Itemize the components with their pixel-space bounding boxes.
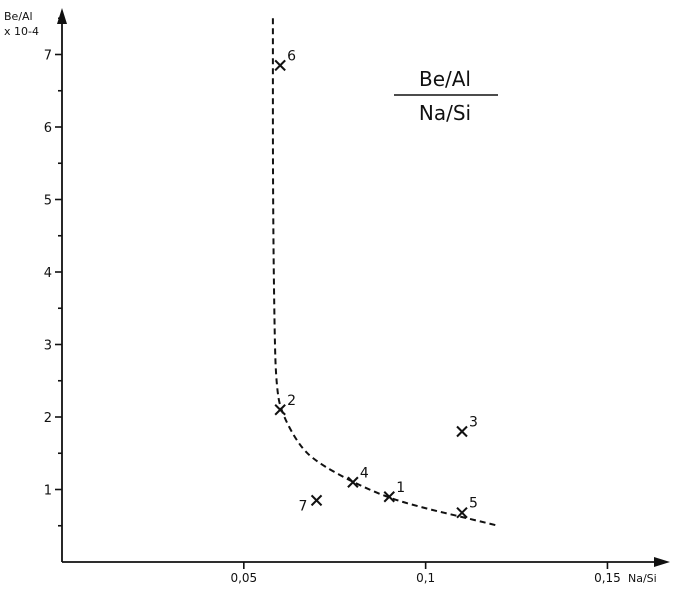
point-label: 5 — [469, 496, 478, 512]
chart-title: Be/Al Na/Si — [394, 67, 498, 125]
x-axis-label: Na/Si — [628, 572, 657, 585]
y-axis-arrow — [57, 8, 67, 24]
point-label: 3 — [469, 415, 478, 431]
data-point-1: 1 — [383, 480, 405, 503]
data-point-5: 5 — [456, 496, 478, 519]
point-marker-stroke — [456, 425, 468, 438]
point-marker-stroke — [383, 491, 395, 503]
data-points: 1 2 3 4 5 6 7 — [274, 48, 478, 519]
point-label: 2 — [287, 393, 296, 409]
title-denominator: Na/Si — [419, 101, 471, 125]
point-label: 1 — [396, 480, 405, 496]
x-ticks: 0,05 0,1 0,15 — [230, 562, 621, 585]
data-point-2: 2 — [274, 393, 296, 416]
y-tick-label: 1 — [44, 484, 52, 499]
trend-curve — [271, 18, 499, 527]
y-axis-scale-label: x 10-4 — [4, 25, 39, 38]
point-label: 6 — [287, 48, 296, 64]
point-marker-stroke — [274, 404, 286, 416]
point-marker-stroke — [274, 59, 286, 72]
y-tick-label: 3 — [44, 339, 52, 354]
data-point-7: 7 — [299, 494, 323, 514]
x-tick-label: 0,1 — [416, 571, 435, 585]
data-point-6: 6 — [274, 48, 296, 72]
point-marker-stroke — [456, 506, 468, 519]
x-tick-label: 0,15 — [594, 571, 621, 585]
y-axis-label: Be/Al — [4, 10, 33, 23]
y-ticks: 1 2 3 4 5 6 7 — [44, 17, 62, 527]
y-tick-label: 5 — [44, 194, 52, 209]
point-marker-stroke — [347, 476, 359, 488]
axes — [57, 8, 670, 567]
point-label: 7 — [299, 498, 308, 514]
data-point-3: 3 — [456, 415, 478, 438]
x-tick-label: 0,05 — [230, 571, 257, 585]
title-numerator: Be/Al — [419, 67, 471, 91]
point-label: 4 — [360, 465, 369, 481]
y-tick-label: 2 — [44, 411, 52, 426]
y-tick-label: 6 — [44, 121, 52, 136]
data-point-4: 4 — [347, 465, 369, 488]
y-tick-label: 7 — [44, 49, 52, 64]
x-axis-arrow — [654, 557, 670, 567]
point-marker-stroke — [310, 494, 323, 507]
y-tick-label: 4 — [44, 266, 52, 281]
